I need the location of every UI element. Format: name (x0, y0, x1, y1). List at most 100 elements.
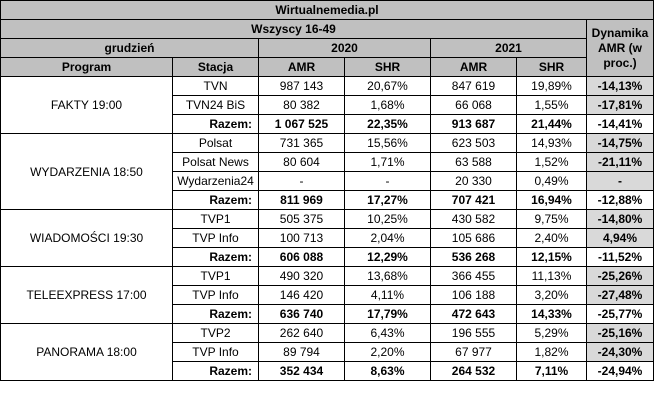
amr-2021-value: 623 503 (430, 133, 517, 153)
total-dynamics-value: -12,88% (585, 190, 655, 210)
year-2021-header: 2021 (430, 38, 587, 58)
shr-2020-value: 6,43% (344, 323, 431, 343)
amr-2020-value: 146 420 (258, 285, 345, 305)
dynamics-value: -14,75% (585, 133, 655, 153)
total-amr-2021-value: 264 532 (430, 361, 517, 381)
station-name: TVP Info (172, 285, 259, 305)
total-shr-2021-value: 16,94% (516, 190, 587, 210)
station-name: TVN (172, 76, 259, 96)
total-shr-2021-value: 21,44% (516, 114, 587, 134)
table-row: TVP Info 146 420 4,11% 106 188 3,20% -27,48% (1, 285, 655, 305)
amr-2020-value: 262 640 (258, 323, 345, 343)
station-name: TVP2 (172, 323, 259, 343)
dynamics-value: - (585, 171, 655, 191)
dynamics-value: -25,26% (585, 266, 655, 286)
amr-2021-value: 67 977 (430, 342, 517, 362)
amr-2021-value: 63 588 (430, 152, 517, 172)
program-name: TELEEXPRESS 17:00 (0, 266, 173, 324)
station-name: TVP Info (172, 342, 259, 362)
table-row: TELEEXPRESS 17:00 TVP1 490 320 13,68% 366 45… (0, 266, 655, 324)
table-row: WIADOMOŚCI 19:30 TVP1 505 375 10,25% 430 582… (0, 209, 655, 267)
amr-2020-value: 89 794 (258, 342, 345, 362)
program-name: PANORAMA 18:00 (0, 323, 173, 381)
total-amr-2020-value: 606 088 (258, 247, 345, 267)
amr-2021-header: AMR (430, 57, 517, 77)
site-title: Wirtualnemedia.pl (0, 0, 655, 20)
shr-2021-value: 3,20% (516, 285, 587, 305)
table-row: FAKTY 19:00 TVN 987 143 20,67% 847 619 19,89%… (0, 76, 655, 134)
total-shr-2020-value: 8,63% (344, 361, 431, 381)
total-row: Razem: 811 969 17,27% 707 421 16,94% -12,88% (1, 190, 655, 210)
total-label: Razem: (172, 114, 259, 134)
total-amr-2020-value: 352 434 (258, 361, 345, 381)
ratings-table: Wirtualnemedia.pl Wszyscy 16-49 Dynamika… (0, 0, 655, 381)
total-amr-2021-value: 707 421 (430, 190, 517, 210)
group-header-row: Wszyscy 16-49 Dynamika AMR (w proc.) (0, 19, 655, 77)
month-header: grudzień (0, 38, 259, 58)
amr-2021-value: 847 619 (430, 76, 517, 96)
shr-2021-value: 9,75% (516, 209, 587, 229)
total-amr-2021-value: 472 643 (430, 304, 517, 324)
dynamics-value: -17,81% (585, 95, 655, 115)
program-name: WYDARZENIA 18:50 (0, 133, 173, 210)
total-amr-2020-value: 1 067 525 (258, 114, 345, 134)
shr-2021-value: 1,52% (516, 152, 587, 172)
total-amr-2021-value: 913 687 (430, 114, 517, 134)
total-amr-2020-value: 636 740 (258, 304, 345, 324)
dynamics-value: 4,94% (585, 228, 655, 248)
group-title: Wszyscy 16-49 (0, 19, 587, 39)
amr-2020-header: AMR (258, 57, 345, 77)
amr-2020-value: 987 143 (258, 76, 345, 96)
total-label: Razem: (172, 247, 259, 267)
shr-2021-value: 1,82% (516, 342, 587, 362)
total-shr-2020-value: 22,35% (344, 114, 431, 134)
table-row: TVN24 BiS 80 382 1,68% 66 068 1,55% -17,81% (1, 95, 655, 115)
total-shr-2021-value: 14,33% (516, 304, 587, 324)
total-row: Razem: 352 434 8,63% 264 532 7,11% -24,94% (1, 361, 655, 381)
shr-2020-value: 20,67% (344, 76, 431, 96)
shr-2021-value: 5,29% (516, 323, 587, 343)
total-shr-2020-value: 17,27% (344, 190, 431, 210)
program-name: WIADOMOŚCI 19:30 (0, 209, 173, 267)
amr-2020-value: 80 604 (258, 152, 345, 172)
total-label: Razem: (172, 304, 259, 324)
shr-2020-value: 2,04% (344, 228, 431, 248)
table-row: PANORAMA 18:00 TVP2 262 640 6,43% 196 555 5,2… (0, 323, 655, 381)
amr-2021-value: 105 686 (430, 228, 517, 248)
program-column-header: Program (0, 57, 173, 77)
shr-2020-value: 15,56% (344, 133, 431, 153)
total-dynamics-value: -24,94% (585, 361, 655, 381)
shr-2021-value: 14,93% (516, 133, 587, 153)
station-name: Wydarzenia24 (172, 171, 259, 191)
shr-2020-header: SHR (344, 57, 431, 77)
dynamics-value: -14,13% (585, 76, 655, 96)
total-row: Razem: 606 088 12,29% 536 268 12,15% -11,52% (1, 247, 655, 267)
shr-2021-value: 2,40% (516, 228, 587, 248)
total-dynamics-value: -25,77% (585, 304, 655, 324)
dynamics-value: -24,30% (585, 342, 655, 362)
total-label: Razem: (172, 190, 259, 210)
station-name: TVP Info (172, 228, 259, 248)
total-amr-2020-value: 811 969 (258, 190, 345, 210)
dynamics-header: Dynamika AMR (w proc.) (585, 19, 655, 77)
total-label: Razem: (172, 361, 259, 381)
total-dynamics-value: -11,52% (585, 247, 655, 267)
table-row: TVP Info 89 794 2,20% 67 977 1,82% -24,30% (1, 342, 655, 362)
amr-2020-value: 731 365 (258, 133, 345, 153)
shr-2021-value: 19,89% (516, 76, 587, 96)
site-header-row: Wirtualnemedia.pl (0, 0, 655, 20)
shr-2020-value: - (344, 171, 431, 191)
dynamics-value: -21,11% (585, 152, 655, 172)
total-shr-2021-value: 7,11% (516, 361, 587, 381)
amr-2021-value: 366 455 (430, 266, 517, 286)
shr-2020-value: 1,71% (344, 152, 431, 172)
dynamics-value: -14,80% (585, 209, 655, 229)
station-name: Polsat News (172, 152, 259, 172)
amr-2020-value: 100 713 (258, 228, 345, 248)
table-row: TVP Info 100 713 2,04% 105 686 2,40% 4,94% (1, 228, 655, 248)
period-header-row: grudzień 2020 2021 (0, 38, 654, 58)
total-row: Razem: 636 740 17,79% 472 643 14,33% -25,77% (1, 304, 655, 324)
total-shr-2020-value: 12,29% (344, 247, 431, 267)
shr-2020-value: 13,68% (344, 266, 431, 286)
station-name: TVP1 (172, 209, 259, 229)
